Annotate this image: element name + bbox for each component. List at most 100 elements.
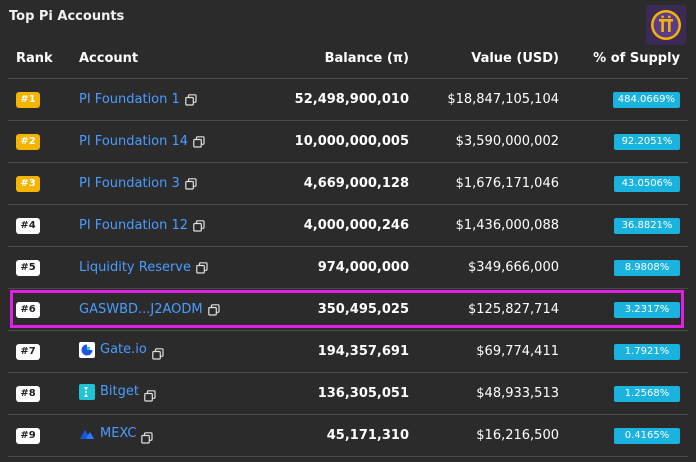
balance-cell: 4,669,000,128	[276, 162, 417, 205]
column-header-balance[interactable]: Balance (π)	[276, 38, 417, 79]
balance-cell: 45,171,310	[276, 414, 417, 457]
column-header-rank[interactable]: Rank	[8, 38, 71, 79]
table-row[interactable]: #1 PI Foundation 1 52,498,900,010 $18,847,1…	[8, 78, 688, 121]
supply-cell: 1.7921%	[567, 330, 688, 373]
rank-cell: #2	[8, 120, 71, 163]
account-name: PI Foundation 14	[79, 134, 189, 149]
account-name: PI Foundation 1	[79, 92, 180, 107]
supply-percent-badge: 8.9808%	[614, 260, 680, 276]
account-name: MEXC	[100, 426, 137, 441]
account-link[interactable]: Bitget	[79, 383, 139, 400]
account-link[interactable]: PI Foundation 14	[79, 134, 188, 149]
rank-cell: #9	[8, 414, 71, 457]
table-row[interactable]: #9 MEXC 45,171,310 $16,216,500 0.4165%	[8, 414, 688, 457]
gateio-icon	[79, 341, 95, 358]
column-header-account[interactable]: Account	[71, 38, 276, 79]
rank-cell: #4	[8, 204, 71, 247]
account-link[interactable]: GASWBD...J2AODM	[79, 302, 203, 317]
balance-cell: 52,498,900,010	[276, 78, 417, 121]
rank-badge: #3	[16, 176, 40, 192]
rank-badge: #4	[16, 218, 40, 234]
copy-icon[interactable]	[193, 219, 205, 232]
account-link[interactable]: MEXC	[79, 426, 136, 442]
value-cell: $3,590,000,002	[417, 120, 567, 163]
mexc-icon	[79, 426, 95, 442]
account-link[interactable]: PI Foundation 12	[79, 218, 188, 233]
account-link[interactable]: PI Foundation 3	[79, 176, 180, 191]
pi-network-logo-icon[interactable]	[646, 5, 686, 45]
column-header-supply[interactable]: % of Supply	[567, 38, 688, 79]
supply-percent-badge: 1.7921%	[614, 344, 680, 360]
supply-cell: 36.8821%	[567, 204, 688, 247]
balance-cell: 136,305,051	[276, 372, 417, 415]
account-cell: PI Foundation 1	[71, 78, 276, 121]
table-row[interactable]: #7 Gate.io 194,357,691 $69,774,411 1.7921%	[8, 330, 688, 373]
supply-percent-badge: 92.2051%	[614, 134, 680, 150]
page-title: Top Pi Accounts	[9, 9, 125, 24]
supply-cell: 484.0669%	[567, 78, 688, 121]
copy-icon[interactable]	[141, 432, 154, 444]
rank-badge: #7	[16, 344, 40, 360]
balance-cell: 350,495,025	[276, 288, 417, 331]
value-cell: $1,676,171,046	[417, 162, 567, 205]
supply-percent-badge: 1.2568%	[614, 386, 680, 402]
account-cell: PI Foundation 3	[71, 162, 276, 205]
rank-cell: #5	[8, 246, 71, 289]
account-name: Gate.io	[100, 342, 147, 357]
account-cell: Liquidity Reserve	[71, 246, 276, 289]
account-name: PI Foundation 3	[79, 176, 180, 191]
table-header-row: Rank Account Balance (π) Value (USD) % o…	[8, 38, 688, 79]
value-cell: $48,933,513	[417, 372, 567, 415]
supply-percent-badge: 43.0506%	[614, 176, 680, 192]
rank-badge: #9	[16, 428, 40, 444]
rank-badge: #1	[16, 92, 40, 108]
copy-icon[interactable]	[144, 390, 156, 402]
rank-badge: #8	[16, 386, 40, 402]
value-cell: $349,666,000	[417, 246, 567, 289]
account-cell: Gate.io	[71, 330, 276, 373]
account-name: Bitget	[100, 384, 139, 399]
rank-badge: #5	[16, 260, 40, 276]
bitget-icon	[79, 383, 95, 400]
copy-icon[interactable]	[184, 93, 197, 106]
account-link[interactable]: Liquidity Reserve	[79, 260, 191, 275]
supply-cell: 92.2051%	[567, 120, 688, 163]
supply-cell: 8.9808%	[567, 246, 688, 289]
account-link[interactable]: PI Foundation 1	[79, 92, 180, 107]
table-row[interactable]: #8 Bitget 136,305,051 $48,933,513 1.2568%	[8, 372, 688, 415]
copy-icon[interactable]	[193, 135, 205, 148]
account-cell: PI Foundation 12	[71, 204, 276, 247]
rank-cell: #6	[8, 288, 71, 331]
table-row[interactable]: #4 PI Foundation 12 4,000,000,246 $1,436,00…	[8, 204, 688, 247]
account-name: Liquidity Reserve	[79, 260, 191, 275]
value-cell: $69,774,411	[417, 330, 567, 373]
account-link[interactable]: Gate.io	[79, 341, 147, 358]
account-name: PI Foundation 12	[79, 218, 189, 233]
table-row[interactable]: #5 Liquidity Reserve 974,000,000 $349,666,0…	[8, 246, 688, 289]
column-header-value[interactable]: Value (USD)	[417, 38, 567, 79]
rank-badge: #2	[16, 134, 40, 150]
balance-cell: 10,000,000,005	[276, 120, 417, 163]
account-cell: PI Foundation 14	[71, 120, 276, 163]
table-row[interactable]: #6 GASWBD...J2AODM 350,495,025 $125,827,714…	[8, 288, 688, 331]
copy-icon[interactable]	[152, 348, 164, 360]
table-row[interactable]: #3 PI Foundation 3 4,669,000,128 $1,676,171…	[8, 162, 688, 205]
supply-percent-badge: 0.4165%	[614, 428, 680, 444]
rank-cell: #3	[8, 162, 71, 205]
supply-percent-badge: 484.0669%	[612, 92, 680, 108]
copy-icon[interactable]	[196, 261, 208, 274]
table-row[interactable]: #2 PI Foundation 14 10,000,000,005 $3,590,0…	[8, 120, 688, 163]
rank-cell: #1	[8, 78, 71, 121]
supply-cell: 0.4165%	[567, 414, 688, 457]
rank-badge: #6	[16, 302, 40, 318]
balance-cell: 194,357,691	[276, 330, 417, 373]
copy-icon[interactable]	[207, 303, 220, 316]
copy-icon[interactable]	[184, 177, 197, 190]
account-cell: GASWBD...J2AODM	[71, 288, 276, 331]
account-name: GASWBD...J2AODM	[79, 302, 203, 317]
supply-cell: 43.0506%	[567, 162, 688, 205]
value-cell: $1,436,000,088	[417, 204, 567, 247]
supply-percent-badge: 3.2317%	[614, 302, 680, 318]
account-cell: Bitget	[71, 372, 276, 415]
supply-cell: 1.2568%	[567, 372, 688, 415]
